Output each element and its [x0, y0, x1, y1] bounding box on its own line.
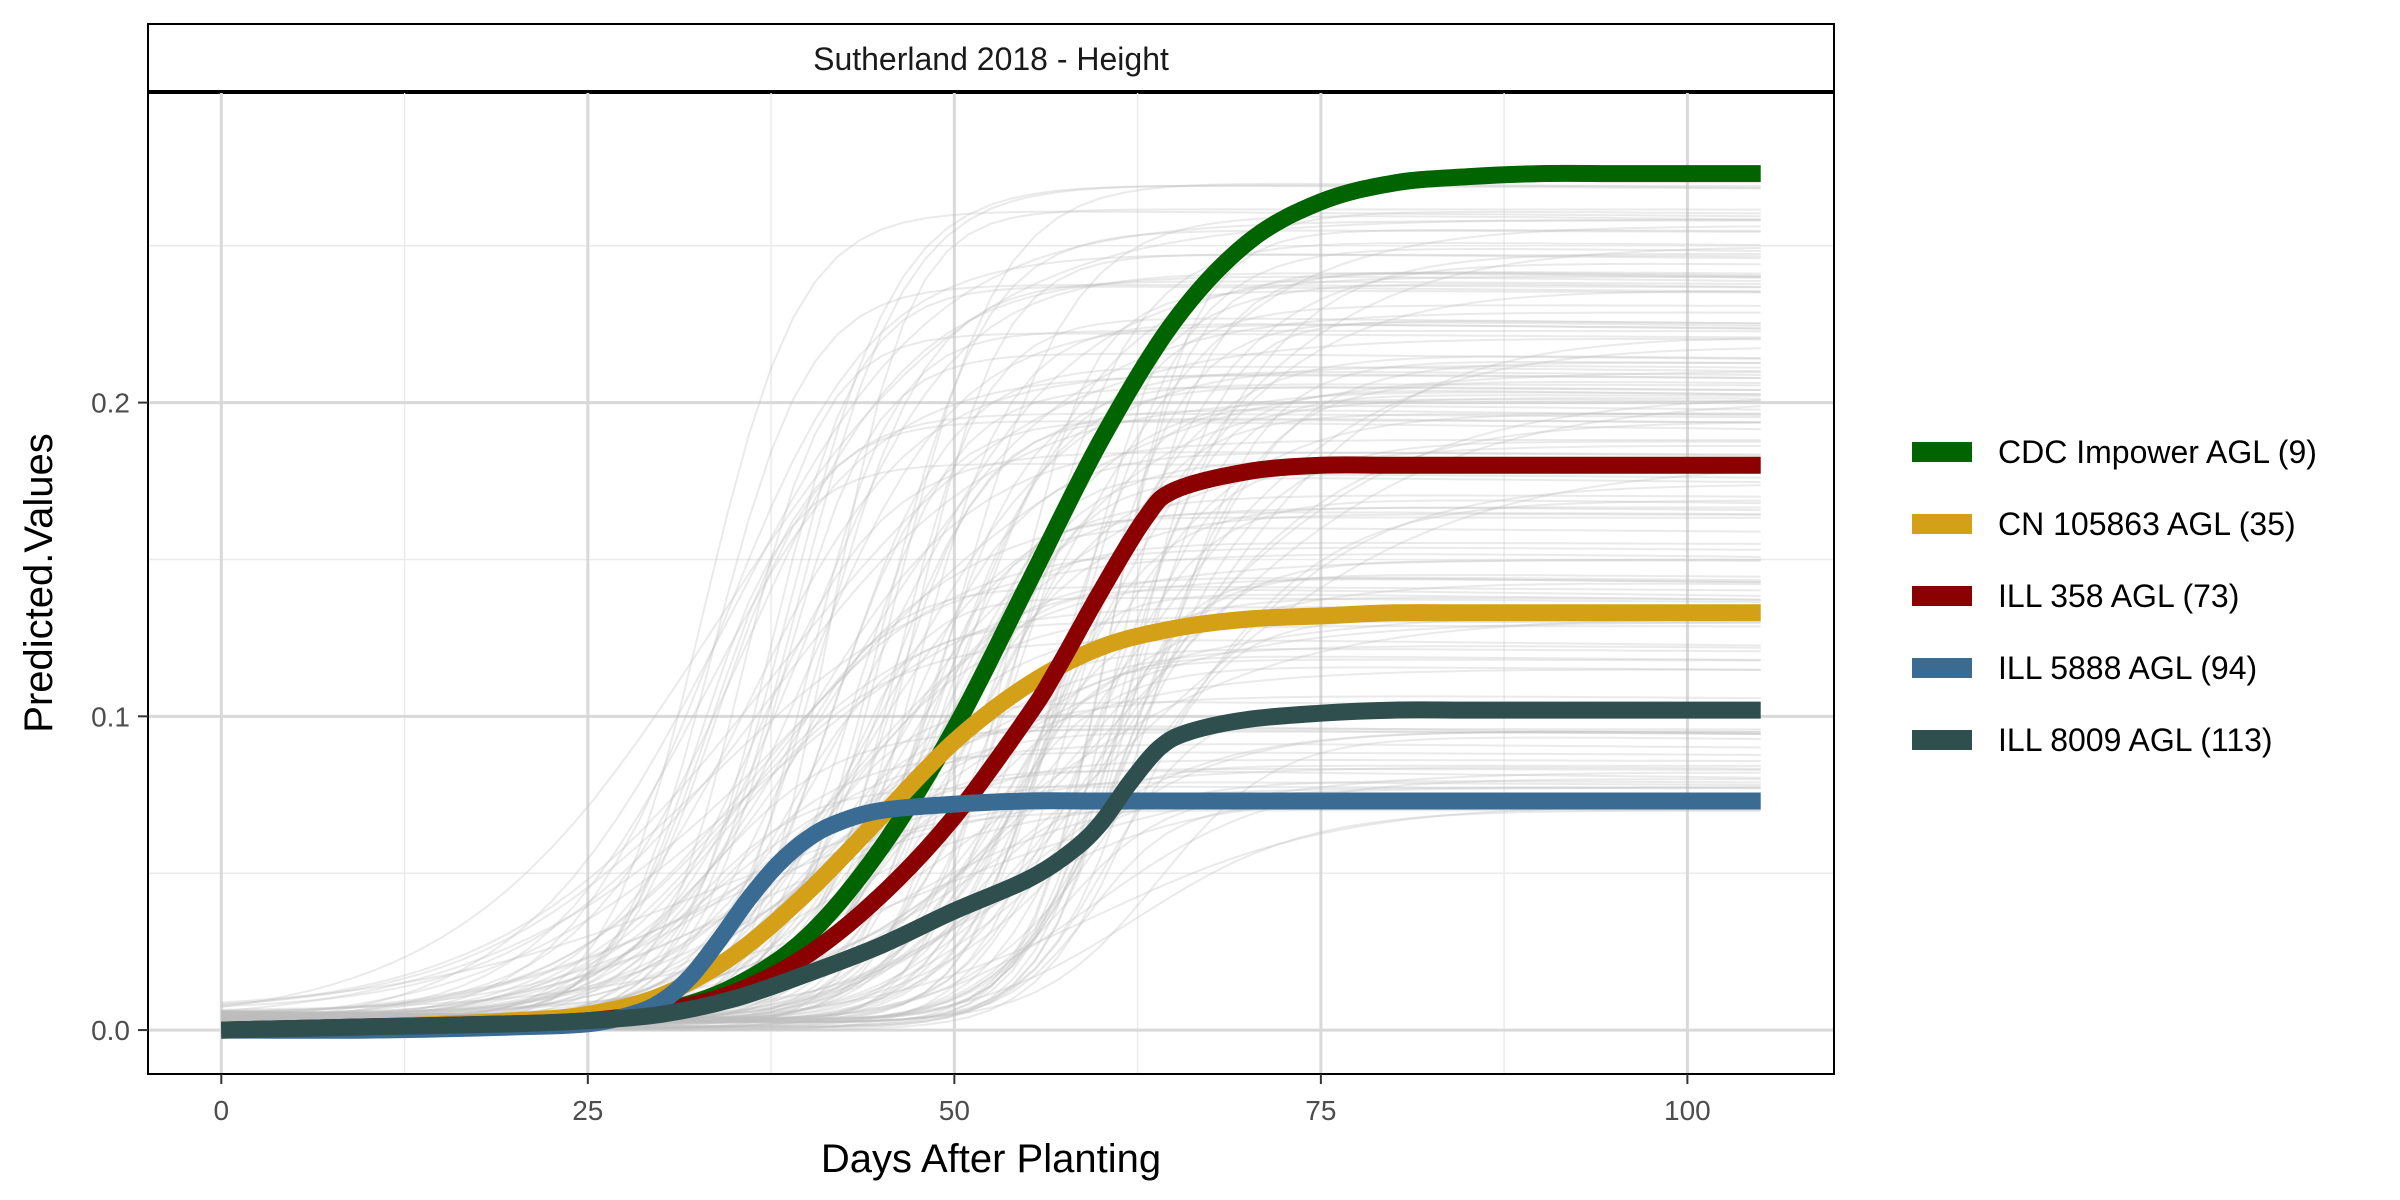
background-series-line [221, 546, 1761, 1018]
background-series-line [221, 444, 1761, 1014]
background-series-line [221, 253, 1761, 1024]
x-tick-label: 100 [1664, 1095, 1711, 1126]
background-series-line [221, 439, 1761, 1028]
background-series-line [221, 373, 1761, 1017]
x-tick-label: 25 [572, 1095, 603, 1126]
background-series-line [221, 218, 1761, 1008]
background-series-line [221, 469, 1761, 1013]
background-series-line [221, 668, 1761, 1021]
background-series-line [221, 451, 1761, 1021]
panel-border [147, 91, 1835, 1075]
background-series-line [221, 272, 1761, 1015]
background-series-line [221, 398, 1761, 1008]
legend: CDC Impower AGL (9) CN 105863 AGL (35) ILL… [1912, 434, 2317, 758]
legend-key [1912, 586, 1972, 606]
background-series-line [221, 558, 1761, 1021]
background-series-line [221, 275, 1761, 1023]
background-series-line [221, 621, 1761, 1024]
background-series-line [221, 695, 1761, 1020]
y-tick-label: 0.0 [91, 1015, 130, 1046]
legend-key [1912, 730, 1972, 750]
legend-label: ILL 8009 AGL (113) [1998, 722, 2273, 758]
highlighted-series-lines [221, 164, 1761, 1039]
background-series-line [221, 729, 1761, 1021]
y-axis-title: Predicted.Values [17, 433, 61, 732]
background-series-line [221, 506, 1761, 1027]
series-line-5 [221, 701, 1761, 1039]
legend-label: ILL 358 AGL (73) [1998, 578, 2239, 614]
legend-key [1912, 514, 1972, 534]
y-axis: 0.0 0.1 0.2 [91, 388, 148, 1046]
x-tick-label: 75 [1305, 1095, 1336, 1126]
y-tick-label: 0.1 [91, 701, 130, 732]
facet-strip: Sutherland 2018 - Height [147, 23, 1835, 94]
chart-title: Sutherland 2018 - Height [813, 41, 1169, 77]
y-tick-label: 0.2 [91, 388, 130, 419]
background-series-line [221, 553, 1761, 1006]
background-series-line [221, 347, 1761, 1016]
facet-strip-box [147, 23, 1835, 93]
background-series-line [221, 210, 1761, 1021]
background-series-line [221, 311, 1761, 1024]
x-axis-title: Days After Planting [821, 1137, 1161, 1181]
legend-label: CN 105863 AGL (35) [1998, 506, 2296, 542]
background-series-line [221, 324, 1761, 1018]
background-series-line [221, 275, 1761, 1013]
legend-label: ILL 5888 AGL (94) [1998, 650, 2257, 686]
x-tick-label: 0 [214, 1095, 230, 1126]
background-series-line [221, 374, 1761, 1019]
background-series-line [221, 371, 1761, 1013]
x-axis: 0 25 50 75 100 [214, 1074, 1711, 1126]
background-series-line [221, 771, 1761, 1011]
background-series-line [221, 365, 1761, 1018]
background-series-line [221, 338, 1761, 1006]
background-series-line [221, 582, 1761, 1014]
background-series-line [221, 219, 1761, 1024]
plot-panel [147, 91, 1835, 1075]
background-series-line [221, 785, 1761, 1027]
x-tick-label: 50 [939, 1095, 970, 1126]
legend-key [1912, 658, 1972, 678]
background-series-line [221, 420, 1761, 1014]
legend-key [1912, 442, 1972, 462]
legend-label: CDC Impower AGL (9) [1998, 434, 2317, 470]
